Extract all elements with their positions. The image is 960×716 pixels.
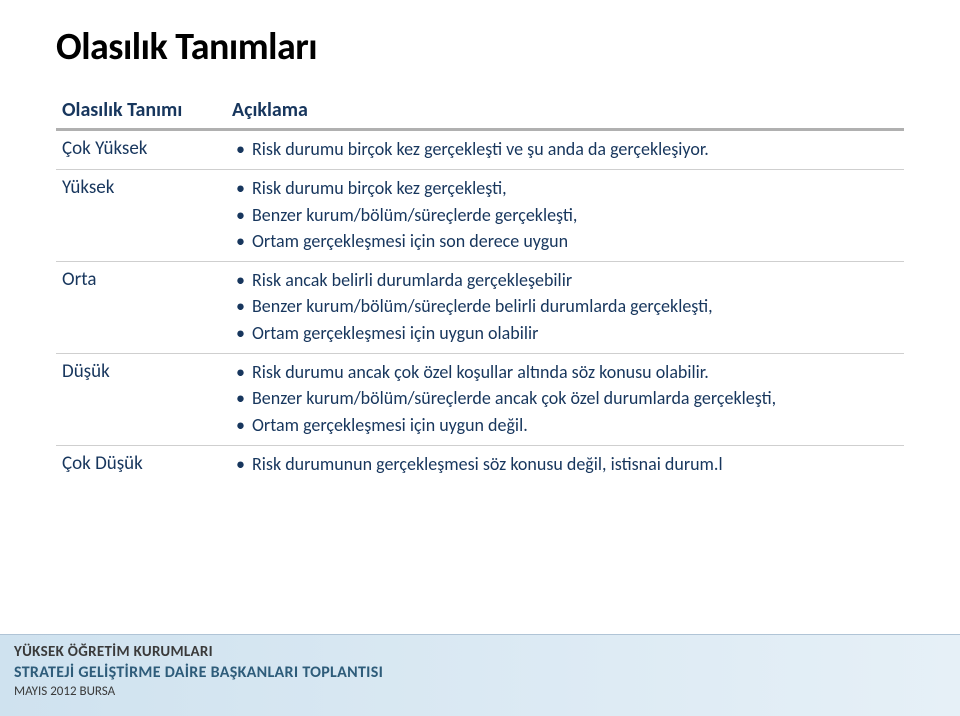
definitions-table: Olasılık Tanımı Açıklama Çok Yüksek Risk… <box>56 94 904 484</box>
row-points: Risk durumu birçok kez gerçekleşti, Benz… <box>232 176 898 253</box>
footer-line-2: STRATEJİ GELİŞTİRME DAİRE BAŞKANLARI TOP… <box>14 663 946 682</box>
row-label: Düşük <box>62 360 220 385</box>
bullet: Benzer kurum/bölüm/süreçlerde gerçekleşt… <box>232 203 898 227</box>
row-label: Orta <box>62 268 220 293</box>
table-row: Çok Yüksek Risk durumu birçok kez gerçek… <box>56 130 904 170</box>
table-row: Düşük Risk durumu ancak çok özel koşulla… <box>56 354 904 446</box>
row-points: Risk ancak belirli durumlarda gerçekleşe… <box>232 268 898 345</box>
table-row: Çok Düşük Risk durumunun gerçekleşmesi s… <box>56 445 904 484</box>
slide-footer: YÜKSEK ÖĞRETİM KURUMLARI STRATEJİ GELİŞT… <box>0 634 960 716</box>
bullet: Risk durumu birçok kez gerçekleşti, <box>232 176 898 200</box>
bullet: Benzer kurum/bölüm/süreçlerde ancak çok … <box>232 386 898 410</box>
row-label: Yüksek <box>62 176 220 201</box>
table-row: Yüksek Risk durumu birçok kez gerçekleşt… <box>56 170 904 262</box>
row-label: Çok Düşük <box>62 452 220 477</box>
slide-title: Olasılık Tanımları <box>56 24 904 70</box>
slide: Olasılık Tanımları Olasılık Tanımı Açıkl… <box>0 0 960 716</box>
row-label: Çok Yüksek <box>62 137 220 162</box>
col-header-desc: Açıklama <box>226 94 904 130</box>
footer-line-3: MAYIS 2012 BURSA <box>14 684 946 699</box>
bullet: Risk ancak belirli durumlarda gerçekleşe… <box>232 268 898 292</box>
table-header-row: Olasılık Tanımı Açıklama <box>56 94 904 130</box>
bullet: Risk durumu ancak çok özel koşullar altı… <box>232 360 898 384</box>
row-points: Risk durumu ancak çok özel koşullar altı… <box>232 360 898 437</box>
row-points: Risk durumunun gerçekleşmesi söz konusu … <box>232 452 898 476</box>
bullet: Ortam gerçekleşmesi için uygun değil. <box>232 413 898 437</box>
footer-line-1: YÜKSEK ÖĞRETİM KURUMLARI <box>14 643 946 661</box>
bullet: Risk durumunun gerçekleşmesi söz konusu … <box>232 452 898 476</box>
bullet: Benzer kurum/bölüm/süreçlerde belirli du… <box>232 294 898 318</box>
col-header-term: Olasılık Tanımı <box>56 94 226 130</box>
bullet: Risk durumu birçok kez gerçekleşti ve şu… <box>232 137 898 161</box>
bullet: Ortam gerçekleşmesi için son derece uygu… <box>232 229 898 253</box>
bullet: Ortam gerçekleşmesi için uygun olabilir <box>232 321 898 345</box>
row-points: Risk durumu birçok kez gerçekleşti ve şu… <box>232 137 898 161</box>
table-row: Orta Risk ancak belirli durumlarda gerçe… <box>56 262 904 354</box>
